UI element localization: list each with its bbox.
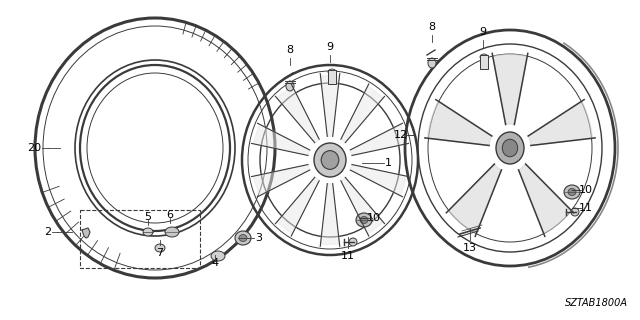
Ellipse shape <box>571 208 579 216</box>
Polygon shape <box>350 124 406 156</box>
Polygon shape <box>253 124 310 156</box>
Text: 2: 2 <box>44 227 51 237</box>
Ellipse shape <box>328 69 336 75</box>
Ellipse shape <box>349 238 357 246</box>
Ellipse shape <box>496 132 524 164</box>
Polygon shape <box>321 184 339 244</box>
Polygon shape <box>253 164 310 196</box>
Bar <box>80 210 200 268</box>
Polygon shape <box>350 164 406 196</box>
Text: 1: 1 <box>385 158 392 168</box>
Text: 8: 8 <box>287 45 294 55</box>
Polygon shape <box>341 86 383 143</box>
Text: 4: 4 <box>211 258 219 268</box>
Ellipse shape <box>211 251 225 261</box>
Ellipse shape <box>356 213 372 227</box>
Polygon shape <box>449 164 502 234</box>
Text: SZTAB1800A: SZTAB1800A <box>565 298 628 308</box>
Text: 20: 20 <box>27 143 41 153</box>
Text: 11: 11 <box>341 251 355 261</box>
Text: 5: 5 <box>145 212 152 222</box>
Ellipse shape <box>321 151 339 169</box>
Text: 10: 10 <box>579 185 593 195</box>
Polygon shape <box>341 177 383 234</box>
Ellipse shape <box>165 227 179 237</box>
Ellipse shape <box>286 81 294 91</box>
Polygon shape <box>428 101 492 146</box>
Ellipse shape <box>502 139 518 157</box>
Text: 7: 7 <box>156 248 164 258</box>
Text: 9: 9 <box>326 42 333 52</box>
Polygon shape <box>518 164 572 234</box>
Polygon shape <box>493 54 527 124</box>
Text: 10: 10 <box>367 213 381 223</box>
Text: 6: 6 <box>166 210 173 220</box>
Text: 13: 13 <box>463 243 477 253</box>
Ellipse shape <box>235 231 251 245</box>
Polygon shape <box>277 86 319 143</box>
Text: 8: 8 <box>428 22 436 32</box>
Text: 12: 12 <box>394 130 408 140</box>
Text: 11: 11 <box>579 203 593 213</box>
Ellipse shape <box>428 58 436 68</box>
Polygon shape <box>277 177 319 234</box>
Polygon shape <box>82 228 90 238</box>
Bar <box>328 70 336 84</box>
Polygon shape <box>321 76 339 136</box>
Ellipse shape <box>360 217 368 223</box>
Ellipse shape <box>314 143 346 177</box>
Bar <box>480 55 488 69</box>
Text: 9: 9 <box>479 27 486 37</box>
Ellipse shape <box>155 244 165 252</box>
Ellipse shape <box>143 228 153 236</box>
Ellipse shape <box>480 54 488 60</box>
Ellipse shape <box>568 188 576 196</box>
Polygon shape <box>528 101 593 146</box>
Ellipse shape <box>564 185 580 199</box>
Ellipse shape <box>239 235 247 242</box>
Text: 3: 3 <box>255 233 262 243</box>
